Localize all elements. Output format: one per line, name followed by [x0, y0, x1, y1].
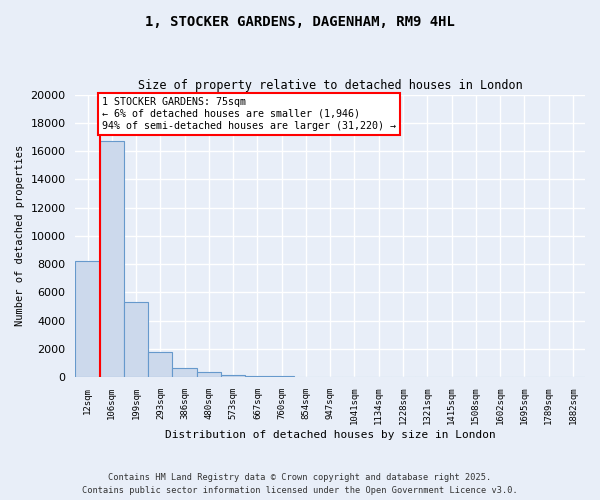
Y-axis label: Number of detached properties: Number of detached properties — [15, 145, 25, 326]
Bar — [124, 302, 148, 377]
Bar — [269, 376, 294, 377]
Bar — [197, 372, 221, 377]
Bar — [76, 262, 100, 377]
Text: Contains HM Land Registry data © Crown copyright and database right 2025.
Contai: Contains HM Land Registry data © Crown c… — [82, 474, 518, 495]
Bar — [221, 374, 245, 377]
Title: Size of property relative to detached houses in London: Size of property relative to detached ho… — [138, 79, 523, 92]
Text: 1 STOCKER GARDENS: 75sqm
← 6% of detached houses are smaller (1,946)
94% of semi: 1 STOCKER GARDENS: 75sqm ← 6% of detache… — [102, 98, 396, 130]
Bar — [172, 368, 197, 377]
Bar — [245, 376, 269, 377]
Bar — [148, 352, 172, 377]
Text: 1, STOCKER GARDENS, DAGENHAM, RM9 4HL: 1, STOCKER GARDENS, DAGENHAM, RM9 4HL — [145, 15, 455, 29]
Bar — [100, 141, 124, 377]
X-axis label: Distribution of detached houses by size in London: Distribution of detached houses by size … — [165, 430, 496, 440]
